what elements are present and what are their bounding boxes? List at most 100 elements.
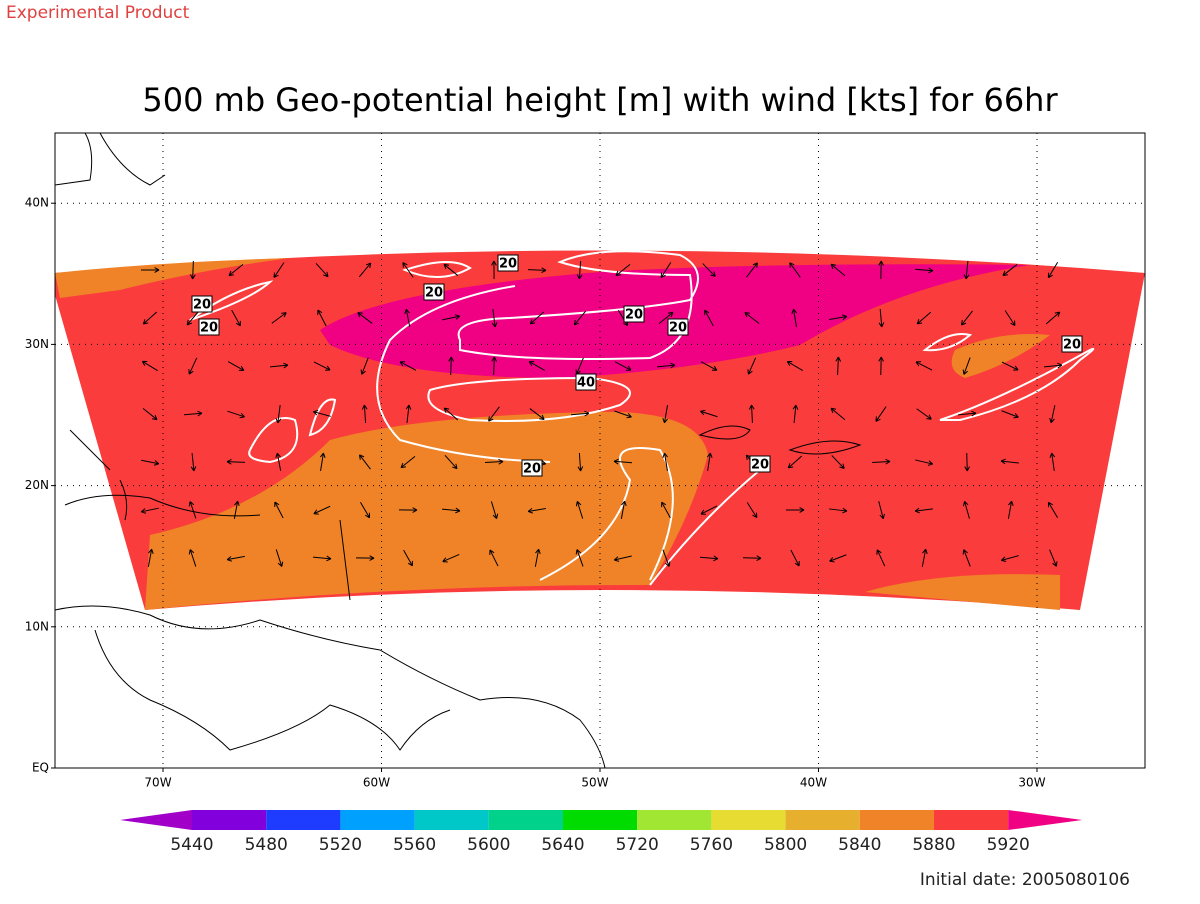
- contour-label-box: [198, 318, 220, 336]
- wind-arrow: [747, 357, 757, 375]
- wind-arrow: [962, 500, 970, 519]
- wind-arrow: [1049, 549, 1058, 567]
- contour-label-box: [575, 373, 597, 391]
- wind-arrow: [748, 404, 755, 424]
- wind-arrow: [489, 549, 499, 567]
- wind-arrow: [488, 406, 500, 422]
- wind-arrow: [960, 310, 973, 326]
- wind-arrow: [787, 455, 803, 469]
- contour-label-box: [623, 305, 645, 323]
- wind-arrow: [188, 357, 198, 375]
- wind-arrow: [613, 458, 633, 465]
- wind-arrow: [744, 312, 760, 324]
- lon-label: 50W: [581, 776, 608, 790]
- lon-label: 30W: [1018, 776, 1045, 790]
- colorbar-box: [934, 810, 1009, 830]
- wind-arrow: [1004, 310, 1016, 326]
- lat-label: 10N: [25, 619, 49, 633]
- wind-arrow: [570, 410, 590, 417]
- wind-arrow: [962, 549, 971, 567]
- wind-arrow: [786, 360, 804, 371]
- wind-arrow: [442, 314, 461, 321]
- wind-arrow: [273, 262, 285, 278]
- wind-arrow: [189, 260, 196, 280]
- colorbar-box: [563, 810, 638, 830]
- wind-arrow: [491, 309, 498, 328]
- wind-arrow: [443, 263, 459, 277]
- wind-arrow: [577, 452, 584, 472]
- colorbar-box: [859, 810, 934, 830]
- wind-arrow: [484, 458, 504, 465]
- wind-arrow: [791, 308, 798, 327]
- colorbar-label: 5520: [319, 835, 362, 855]
- wind-arrow: [448, 356, 454, 376]
- wind-arrow: [829, 554, 847, 563]
- wind-arrow: [534, 548, 541, 567]
- wind-arrow: [528, 361, 546, 371]
- colorbar-arrow: [1008, 810, 1083, 830]
- wind-arrow: [662, 452, 669, 471]
- wind-arrow: [403, 549, 413, 567]
- wind-arrow: [1047, 262, 1059, 279]
- wind-arrow: [789, 262, 801, 278]
- wind-arrow: [830, 407, 846, 421]
- wind-arrow: [700, 361, 718, 371]
- colorbar-label: 5560: [393, 835, 436, 855]
- wind-arrow: [921, 548, 928, 567]
- colorbar-box: [488, 810, 563, 830]
- wind-arrow: [785, 507, 805, 513]
- wind-arrow: [700, 409, 718, 418]
- wind-arrow: [312, 409, 331, 417]
- wind-arrow: [575, 549, 584, 567]
- wind-arrow: [141, 360, 158, 372]
- wind-arrow: [704, 309, 714, 327]
- wind-arrow: [275, 452, 282, 471]
- wind-arrow: [1001, 361, 1019, 371]
- lon-label: 40W: [800, 776, 827, 790]
- wind-arrow: [916, 408, 932, 420]
- wind-arrow: [790, 549, 800, 567]
- wind-arrow: [399, 361, 417, 371]
- wind-arrow: [699, 555, 719, 562]
- contour-label: 20: [625, 308, 643, 323]
- wind-arrow: [1002, 264, 1018, 277]
- wind-arrow: [527, 507, 546, 514]
- wind-arrow: [576, 260, 583, 280]
- product-tag: Experimental Product: [6, 3, 190, 23]
- map-frame: [54, 132, 1146, 769]
- wind-arrow: [186, 310, 200, 326]
- colorbar-label: 5760: [690, 835, 733, 855]
- wind-arrow: [188, 501, 197, 519]
- wind-arrow: [658, 311, 674, 325]
- contour-label-box: [1061, 335, 1083, 353]
- wind-arrow: [444, 454, 458, 470]
- contour-label: 20: [669, 321, 687, 336]
- wind-arrow: [142, 407, 158, 421]
- wind-arrow: [402, 262, 414, 278]
- wind-arrow: [398, 507, 418, 513]
- wind-arrow: [876, 549, 886, 567]
- colorbar-arrow: [120, 810, 192, 830]
- wind-arrow: [700, 505, 718, 515]
- wind-arrow: [963, 260, 970, 280]
- wind-arrow: [188, 549, 197, 567]
- wind-arrow: [916, 311, 932, 325]
- wind-arrow: [1007, 500, 1014, 519]
- wind-arrow: [231, 309, 241, 327]
- wind-arrow: [830, 263, 846, 277]
- wind-arrow: [1000, 458, 1019, 465]
- wind-arrow: [490, 501, 499, 519]
- wind-arrow: [358, 262, 372, 278]
- wind-arrow: [915, 459, 934, 466]
- colorbar-box: [414, 810, 489, 830]
- contour-label-box: [423, 283, 445, 301]
- wind-arrow: [313, 361, 331, 371]
- wind-arrow: [878, 501, 885, 520]
- wind-arrow: [661, 501, 671, 519]
- contour-label-box: [497, 254, 519, 272]
- wind-arrow: [835, 356, 842, 376]
- contour-label: 40: [577, 376, 595, 391]
- wind-arrow: [662, 405, 669, 424]
- wind-arrow: [914, 267, 934, 274]
